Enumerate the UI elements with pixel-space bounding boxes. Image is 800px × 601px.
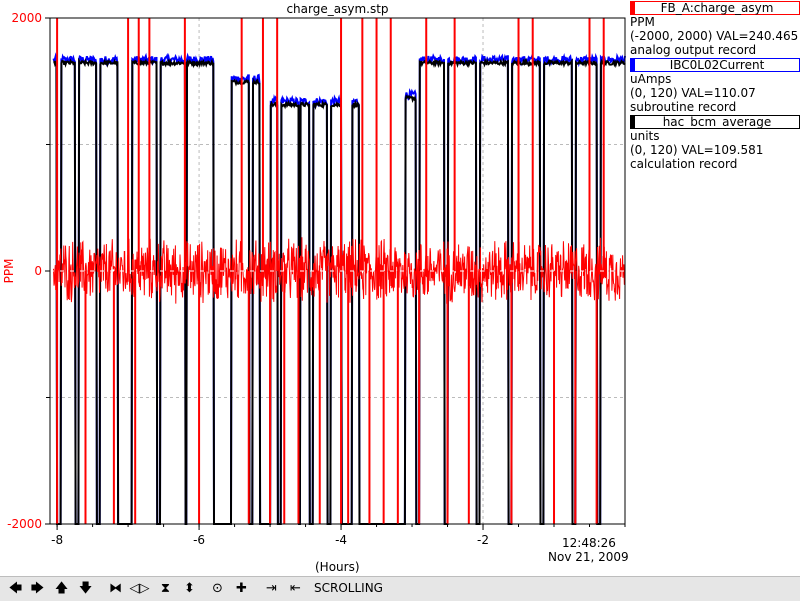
zoom-out-y-button[interactable]: ⬍ [180,579,199,598]
legend-series-2-name: hac_bcm_average [662,115,772,129]
x-tick-label: -4 [335,533,347,547]
toolbar: 🡄 🡆 🡅 🡇 ⧓ ◁▷ ⧗ ⬍ ⊙ ✚ ⇥ ⇤ SCROLLING [0,576,800,601]
y-axis-label: PPM [2,259,16,284]
legend-series-2-box[interactable]: hac_bcm_average [630,115,800,129]
x-tick-label: -2 [477,533,489,547]
scroll-up-button[interactable]: 🡅 [52,579,71,598]
x-tick-label: -8 [51,533,63,547]
scroll-down-button[interactable]: 🡇 [76,579,95,598]
legend-series-0-name: FB_A:charge_asym [660,1,774,15]
legend: FB_A:charge_asym PPM (-2000, 2000) VAL=2… [630,0,800,171]
legend-series-0-units: PPM [630,15,655,29]
legend-series-1-units: uAmps [630,72,672,86]
zoom-in-x-button[interactable]: ⧓ [106,579,125,598]
y-tick-label: 0 [34,264,42,278]
status-text: SCROLLING [314,581,383,595]
scroll-mode-icon: ⇥ [266,581,277,596]
zoom-in-y-icon: ⧗ [160,581,171,596]
legend-series-1-name: IBC0L02Current [669,58,765,72]
legend-series-1-range: (0, 120) VAL=110.07 [630,86,756,100]
plot-area[interactable]: 2000 0 -2000 PPM -8 -6 -4 -2 [0,0,800,576]
autoscale-icon: ⊙ [212,581,223,596]
scroll-left-button[interactable]: 🡄 [6,579,25,598]
x-tick-label: -6 [193,533,205,547]
legend-series-0-box[interactable]: FB_A:charge_asym [630,1,800,15]
legend-series-1-box[interactable]: IBC0L02Current [630,58,800,72]
legend-series-1-record: subroutine record [630,100,737,114]
y-tick-label: 2000 [11,11,42,25]
autoscale-button[interactable]: ⊙ [208,579,227,598]
zoom-out-y-icon: ⬍ [184,581,195,596]
arrow-left-icon: 🡄 [8,581,23,596]
undo-icon: ⇤ [290,581,301,596]
add-pv-button[interactable]: ✚ [232,579,251,598]
toggle-scroll-button[interactable]: ⇥ [262,579,281,598]
x-date-label: Nov 21, 2009 [548,550,629,564]
arrow-down-icon: 🡇 [78,581,93,596]
x-time-label: 12:48:26 [562,536,616,550]
y-tick-label: -2000 [7,517,42,531]
plus-icon: ✚ [236,581,247,596]
zoom-in-x-icon: ⧓ [109,581,122,596]
zoom-out-x-button[interactable]: ◁▷ [129,579,150,598]
legend-series-2-range: (0, 120) VAL=109.581 [630,143,764,157]
x-axis-label: (Hours) [315,560,360,574]
undo-zoom-button[interactable]: ⇤ [286,579,305,598]
arrow-up-icon: 🡅 [54,581,69,596]
scroll-right-button[interactable]: 🡆 [28,579,47,598]
legend-series-2-record: calculation record [630,157,738,171]
arrow-right-icon: 🡆 [30,581,45,596]
zoom-out-x-icon: ◁▷ [129,581,150,596]
legend-series-0-record: analog output record [630,43,757,57]
legend-series-0-range: (-2000, 2000) VAL=240.465 [630,29,799,43]
legend-series-2-units: units [630,129,660,143]
zoom-in-y-button[interactable]: ⧗ [156,579,175,598]
chart-title: charge_asym.stp [286,2,389,16]
